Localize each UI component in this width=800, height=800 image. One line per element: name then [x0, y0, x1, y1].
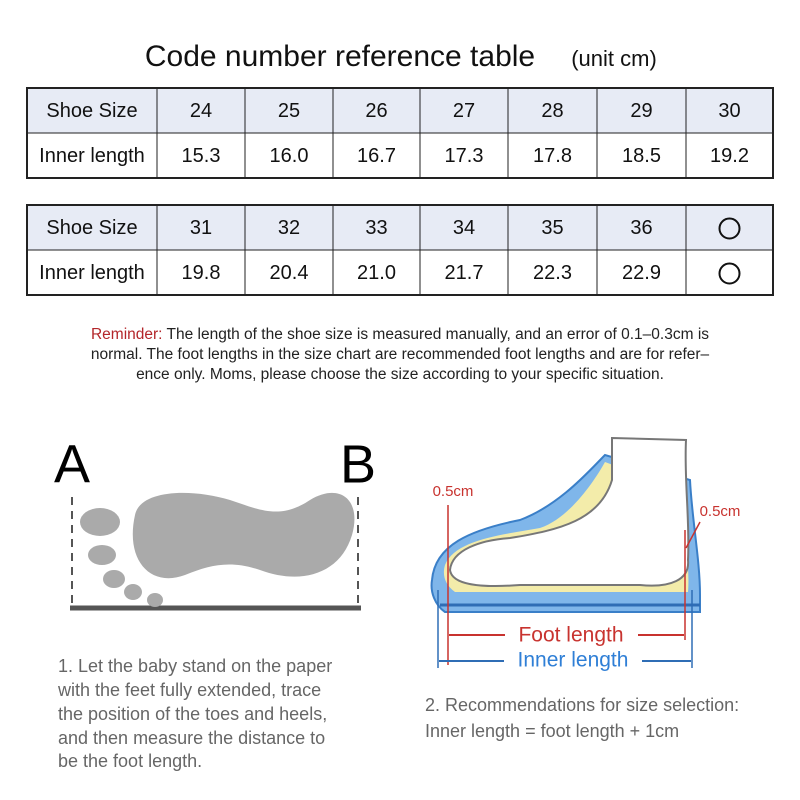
title-unit: (unit cm) — [571, 46, 657, 71]
reminder-line: Reminder: The length of the shoe size is… — [91, 326, 709, 343]
cell: 18.5 — [622, 145, 661, 167]
step-2: 2. Recommendations for size selection: I… — [425, 695, 739, 741]
step-line: Inner length = foot length + 1cm — [425, 721, 679, 741]
step-line: be the foot length. — [58, 751, 202, 771]
row-label: Shoe Size — [46, 100, 137, 122]
cell: 26 — [365, 100, 387, 122]
reminder-text: The length of the shoe size is measured … — [167, 326, 710, 343]
cell: 22.9 — [622, 262, 661, 284]
step-line: 1. Let the baby stand on the paper — [58, 656, 332, 676]
cell: 27 — [453, 100, 475, 122]
reminder-line: normal. The foot lengths in the size cha… — [91, 346, 710, 363]
header-row-bg — [27, 88, 773, 133]
heel-gap: 0.5cm — [700, 503, 741, 520]
cell: 17.8 — [533, 145, 572, 167]
inner-length: Inner length — [518, 649, 629, 672]
heel-pointer — [685, 521, 701, 549]
cell: 19.8 — [182, 262, 221, 284]
title: Code number reference table — [145, 40, 535, 73]
cell: 36 — [630, 217, 652, 239]
cell: 15.3 — [182, 145, 221, 167]
cell: 31 — [190, 217, 212, 239]
step-line: 2. Recommendations for size selection: — [425, 695, 739, 715]
empty-cell-mark — [718, 217, 741, 240]
row-label: Inner length — [39, 262, 145, 284]
step-line: and then measure the distance to — [58, 728, 325, 748]
cell: 16.7 — [357, 145, 396, 167]
empty-cell-mark — [718, 262, 741, 285]
reminder-line: ence only. Moms, please choose the size … — [136, 366, 664, 383]
table-border — [26, 87, 774, 179]
reminder-label: Reminder: — [91, 326, 163, 343]
cell: 32 — [278, 217, 300, 239]
marker-a: A — [54, 434, 90, 494]
cell: 21.0 — [357, 262, 396, 284]
cell: 24 — [190, 100, 212, 122]
cell: 33 — [365, 217, 387, 239]
foot-length: Foot length — [518, 624, 623, 647]
marker-b: B — [340, 434, 376, 494]
step-line: with the feet fully extended, trace — [57, 680, 321, 700]
cell: 21.7 — [445, 262, 484, 284]
cell: 19.2 — [710, 145, 749, 167]
cell: 28 — [541, 100, 563, 122]
shoe — [430, 436, 701, 613]
cell: 30 — [718, 100, 740, 122]
cell: 25 — [278, 100, 300, 122]
cell: 20.4 — [270, 262, 309, 284]
cell: 35 — [541, 217, 563, 239]
footprint — [80, 492, 355, 607]
step-1: 1. Let the baby stand on the paper with … — [57, 656, 332, 771]
toe-gap: 0.5cm — [433, 483, 474, 500]
row-label: Inner length — [39, 145, 145, 167]
step-line: the position of the toes and heels, — [58, 704, 327, 724]
header-row-bg — [27, 205, 773, 250]
tables: Shoe Size 24 25 26 27 28 29 30 Inner length 15.3 1… — [26, 87, 774, 296]
cell: 22.3 — [533, 262, 572, 284]
table-border — [26, 204, 774, 296]
cell: 29 — [630, 100, 652, 122]
row-label: Shoe Size — [46, 217, 137, 239]
cell: 34 — [453, 217, 475, 239]
cell: 16.0 — [270, 145, 309, 167]
cell: 17.3 — [445, 145, 484, 167]
